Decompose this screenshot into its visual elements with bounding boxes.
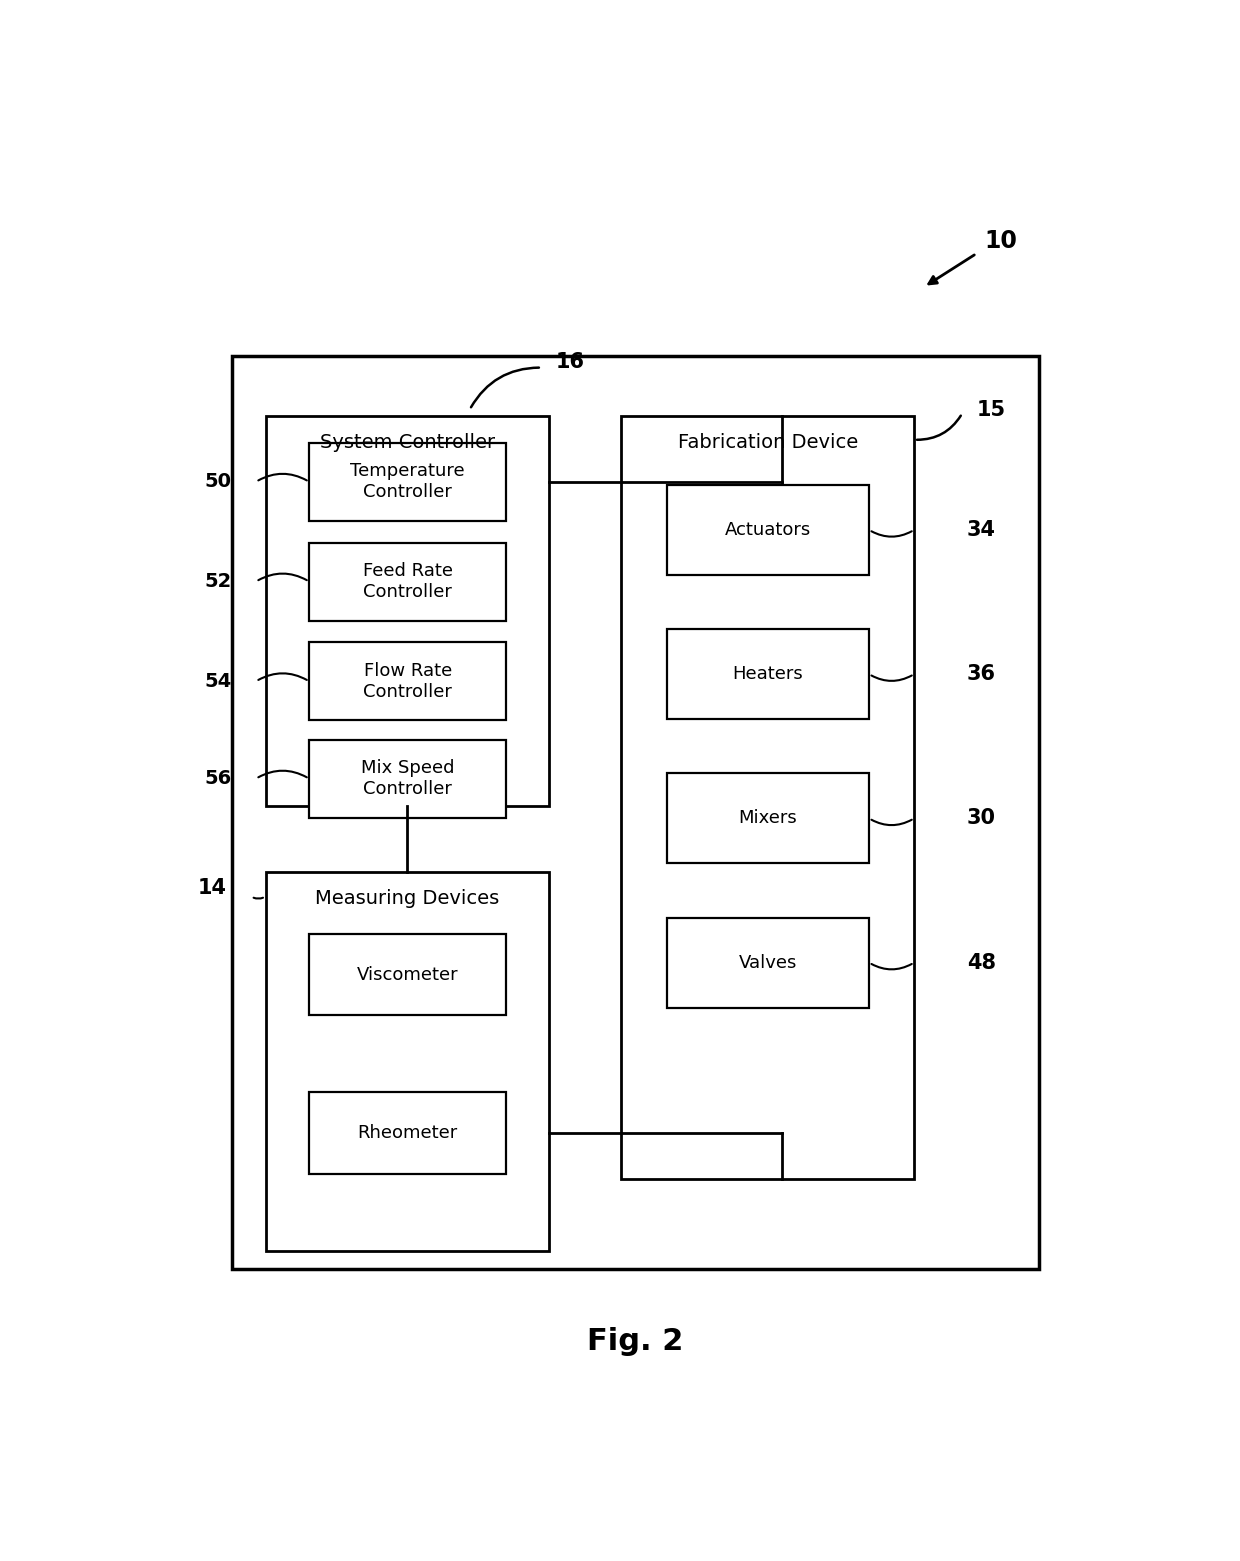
Text: Actuators: Actuators — [725, 521, 811, 539]
Bar — [309, 933, 506, 1016]
Bar — [265, 415, 549, 807]
Text: 54: 54 — [205, 671, 232, 692]
Text: 56: 56 — [205, 770, 232, 788]
Text: Mixers: Mixers — [739, 809, 797, 827]
Text: Fabrication Device: Fabrication Device — [677, 432, 858, 451]
Text: Rheometer: Rheometer — [357, 1124, 458, 1143]
Bar — [667, 629, 869, 720]
Text: Fig. 2: Fig. 2 — [588, 1327, 683, 1355]
Text: Heaters: Heaters — [733, 665, 804, 684]
Text: 30: 30 — [967, 809, 996, 829]
Bar — [667, 773, 869, 863]
Bar — [621, 415, 914, 1179]
Text: 52: 52 — [205, 571, 232, 592]
Bar — [265, 873, 549, 1250]
Text: Viscometer: Viscometer — [357, 966, 459, 983]
Text: Flow Rate
Controller: Flow Rate Controller — [363, 662, 453, 701]
Text: Temperature
Controller: Temperature Controller — [351, 462, 465, 501]
Text: Valves: Valves — [739, 954, 797, 971]
Bar — [667, 918, 869, 1008]
Bar — [309, 1093, 506, 1174]
Bar — [232, 356, 1039, 1269]
Text: System Controller: System Controller — [320, 432, 495, 451]
Text: Mix Speed
Controller: Mix Speed Controller — [361, 759, 455, 798]
Text: Feed Rate
Controller: Feed Rate Controller — [363, 562, 453, 601]
Bar — [667, 485, 869, 574]
Text: 16: 16 — [556, 351, 585, 372]
Text: 15: 15 — [977, 400, 1006, 420]
Text: 50: 50 — [205, 473, 232, 492]
Text: 34: 34 — [967, 520, 996, 540]
Text: 48: 48 — [967, 952, 996, 973]
Text: 36: 36 — [967, 663, 996, 684]
Bar — [309, 642, 506, 720]
Bar — [309, 443, 506, 521]
Bar — [309, 543, 506, 621]
Text: 14: 14 — [198, 879, 227, 899]
Bar — [309, 740, 506, 818]
Text: 10: 10 — [985, 229, 1017, 253]
Text: Measuring Devices: Measuring Devices — [315, 890, 500, 909]
